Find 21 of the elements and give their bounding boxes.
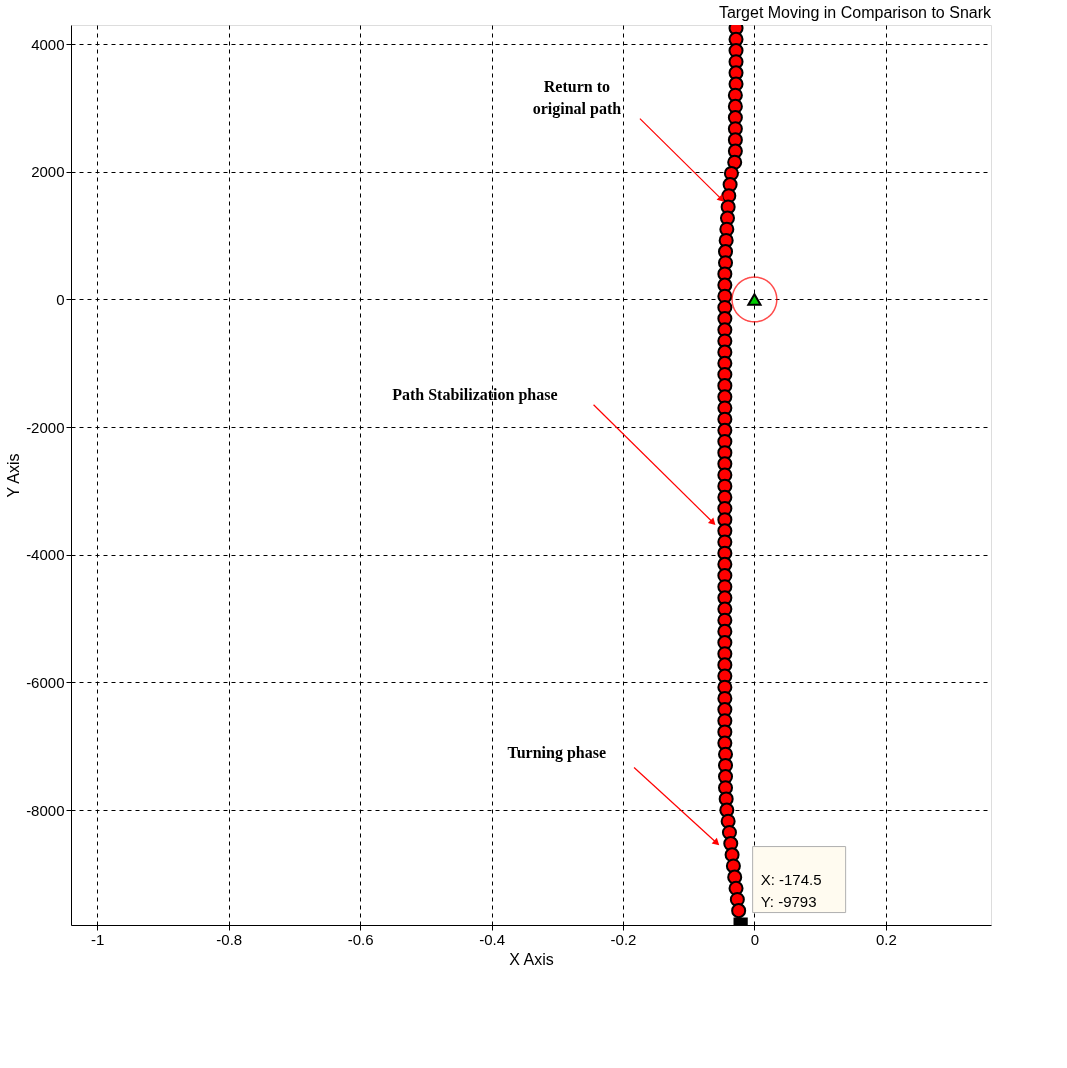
annotation: Return to original path xyxy=(532,77,622,118)
x-tick-label: 0.2 xyxy=(875,930,897,948)
y-tick-label: -8000 xyxy=(26,801,65,819)
annotation: Path Stabilization phase xyxy=(392,385,558,404)
y-tick-label: -4000 xyxy=(26,546,65,564)
x-tick-label: -0.8 xyxy=(216,930,243,948)
x-tick-label: 0 xyxy=(750,930,760,948)
y-tick-label: 0 xyxy=(56,290,65,308)
x-axis-title: X Axis xyxy=(509,950,554,968)
chart-title: Target Moving in Comparison to Snark xyxy=(718,4,992,21)
annotation: Turning phase xyxy=(507,744,607,763)
y-tick-label: 4000 xyxy=(31,35,65,53)
y-tick-label: -2000 xyxy=(26,418,65,436)
x-tick-label: -0.2 xyxy=(610,930,637,948)
x-tick-label: -0.6 xyxy=(347,930,374,948)
x-tick-label: -1 xyxy=(91,930,105,948)
x-tick-label: -0.4 xyxy=(479,930,505,948)
y-axis-title: Y Axis xyxy=(5,453,23,498)
annotation: X: -174.5 Y: -9793 xyxy=(760,870,822,910)
y-tick-label: 2000 xyxy=(31,163,65,181)
y-tick-label: -6000 xyxy=(26,673,65,691)
